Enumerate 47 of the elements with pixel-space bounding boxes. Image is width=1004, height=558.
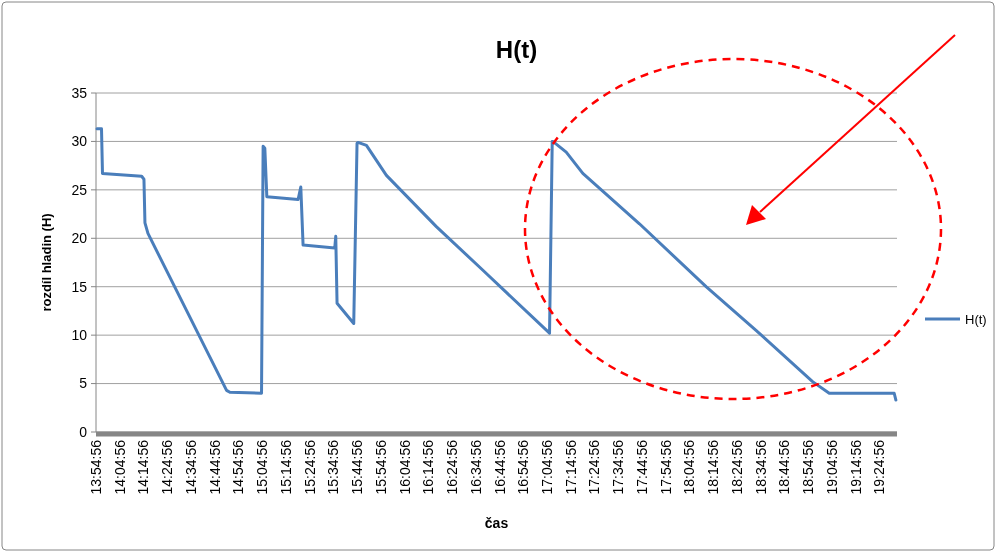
x-tick-label: 17:34:56 <box>610 439 627 495</box>
line-series <box>95 127 898 402</box>
x-tick-label: 18:44:56 <box>776 439 793 495</box>
x-tick-label: 15:24:56 <box>301 439 318 495</box>
x-tick-label: 16:54:56 <box>515 439 532 495</box>
x-tick-label: 18:54:56 <box>800 439 817 495</box>
y-tick-label: 5 <box>79 375 88 392</box>
x-tick-label: 18:04:56 <box>681 439 698 495</box>
x-tick-label: 14:54:56 <box>230 439 247 495</box>
x-tick-label: 15:44:56 <box>349 439 366 495</box>
x-tick-label: 13:54:56 <box>88 439 104 495</box>
x-tick-label: 16:34:56 <box>467 439 484 495</box>
y-tick-label: 10 <box>71 327 88 344</box>
x-tick-label: 17:14:56 <box>562 439 579 495</box>
y-tick-label: 20 <box>71 230 88 247</box>
legend-label: H(t) <box>965 311 987 327</box>
chart-title: H(t) <box>495 36 538 63</box>
x-tick-label: 15:04:56 <box>254 439 271 495</box>
x-tick-label: 17:04:56 <box>538 439 555 495</box>
x-tick-label: 14:24:56 <box>159 439 176 495</box>
x-tick-label: 15:34:56 <box>325 439 342 495</box>
y-tick-label: 15 <box>71 278 88 295</box>
x-tick-label: 19:24:56 <box>871 439 888 495</box>
x-tick-label: 18:34:56 <box>752 439 769 495</box>
x-tick-label: 16:24:56 <box>444 439 461 495</box>
x-tick-label: 14:44:56 <box>206 439 223 495</box>
x-tick-label: 17:44:56 <box>633 439 650 495</box>
x-tick-label: 17:24:56 <box>586 439 603 495</box>
x-tick-label: 16:14:56 <box>420 439 437 495</box>
x-tick-label: 14:34:56 <box>182 439 199 495</box>
x-tick-label: 15:14:56 <box>277 439 294 495</box>
y-tick-label: 25 <box>71 181 88 198</box>
y-tick-label: 0 <box>79 423 88 440</box>
x-tick-label: 17:54:56 <box>657 439 674 495</box>
x-tick-label: 19:04:56 <box>823 439 840 495</box>
x-tick-label: 18:24:56 <box>728 439 745 495</box>
x-tick-label: 14:04:56 <box>111 439 128 495</box>
y-axis-title: rozdíl hladin (H) <box>39 213 54 312</box>
x-tick-label: 14:14:56 <box>135 439 152 495</box>
y-tick-label: 35 <box>71 84 88 101</box>
y-tick-label: 30 <box>71 133 88 150</box>
x-tick-label: 19:14:56 <box>847 439 864 495</box>
x-tick-label: 16:44:56 <box>491 439 508 495</box>
x-tick-label: 15:54:56 <box>372 439 389 495</box>
x-tick-label: 18:14:56 <box>705 439 722 495</box>
x-axis-title: čas <box>484 515 509 531</box>
x-tick-label: 16:04:56 <box>396 439 413 495</box>
